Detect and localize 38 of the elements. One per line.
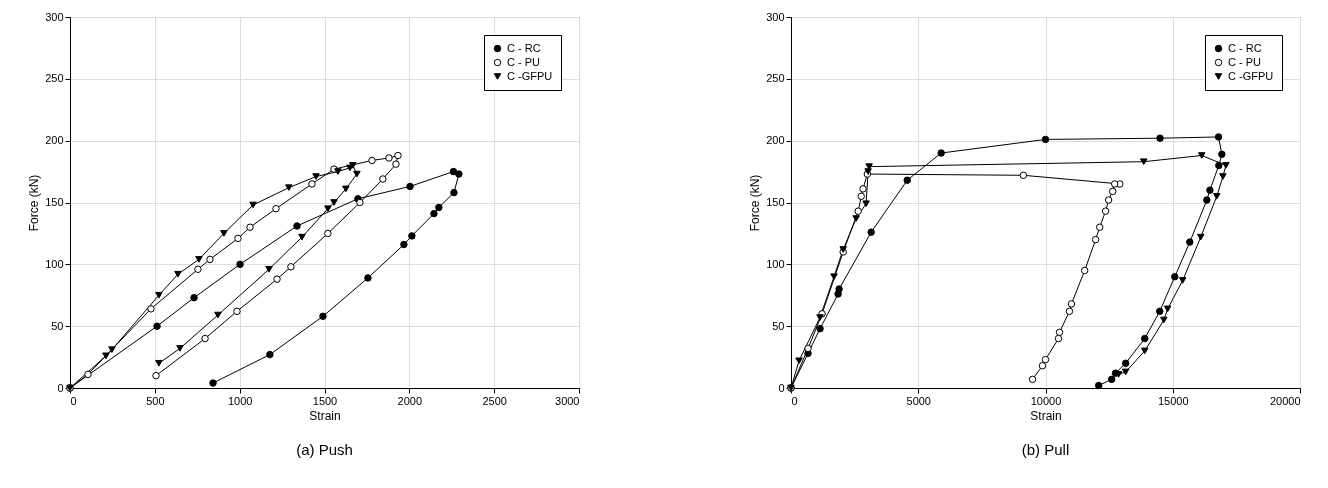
y-tick-label: 200 [45, 134, 64, 147]
x-tick-label: 10000 [1030, 394, 1062, 407]
x-tick-label: 1500 [312, 394, 338, 407]
y-tick-label: 0 [778, 381, 785, 394]
legend-label: C - RC [1228, 41, 1262, 54]
y-tick-label: 50 [51, 319, 64, 332]
x-axis-title: Strain [309, 408, 341, 423]
y-tick-label: 250 [766, 72, 785, 85]
x-tick-label: 0 [70, 394, 77, 407]
y-tick-label: 250 [45, 72, 64, 85]
y-axis-title: Force (kN) [748, 174, 763, 232]
x-tick-label: 0 [791, 394, 798, 407]
text: (b) Pull [1021, 441, 1070, 458]
x-axis-title: Strain [1030, 408, 1062, 423]
y-tick-label: 100 [45, 257, 64, 270]
y-tick-label: 0 [57, 381, 64, 394]
x-tick-label: 20000 [1269, 394, 1301, 407]
y-axis-title: Force (kN) [27, 174, 42, 232]
y-tick-label: 50 [772, 319, 785, 332]
x-tick-label: 15000 [1157, 394, 1189, 407]
text: (a) Push [296, 441, 353, 458]
x-tick-label: 1000 [227, 394, 253, 407]
y-tick-label: 150 [766, 196, 785, 208]
y-tick-label: 100 [766, 257, 785, 270]
y-tick-label: 300 [45, 10, 64, 23]
legend-label: C - PU [1228, 55, 1262, 68]
y-tick-label: 200 [766, 134, 785, 147]
legend-label: C - PU [507, 55, 541, 68]
x-tick-label: 500 [146, 394, 165, 407]
legend-label: C -GFPU [1228, 69, 1274, 82]
legend-label: C - RC [507, 41, 541, 54]
y-tick-label: 300 [766, 10, 785, 23]
x-tick-label: 5000 [906, 394, 931, 407]
y-tick-label: 150 [45, 196, 64, 208]
legend-label: C -GFPU [507, 69, 553, 82]
x-tick-label: 2000 [397, 394, 423, 407]
x-tick-label: 3000 [555, 394, 580, 407]
x-tick-label: 2500 [482, 394, 507, 407]
